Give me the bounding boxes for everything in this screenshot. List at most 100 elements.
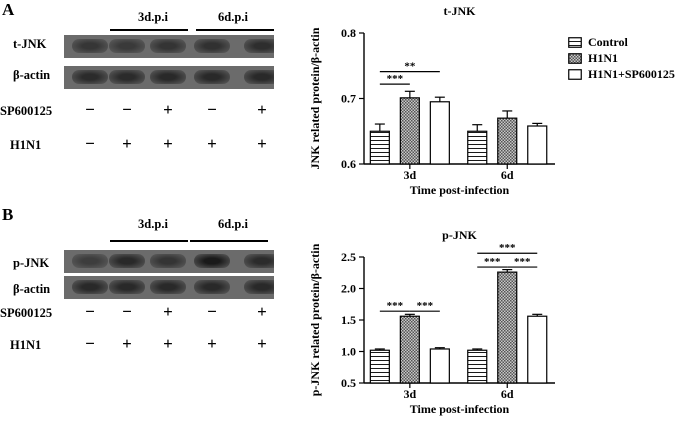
y-tick-label: 2.0 <box>341 282 356 296</box>
significance-label: *** <box>387 300 404 312</box>
blot-band <box>194 280 230 294</box>
blot-band <box>244 70 274 84</box>
legend: Control H1N1 H1N1+SP600125 <box>568 34 675 82</box>
x-axis-label: Time post-infection <box>410 183 510 197</box>
y-tick-label: 2.5 <box>341 250 356 264</box>
significance-label: *** <box>387 73 404 85</box>
bar-h1n1-sp600125 <box>429 348 450 384</box>
blot-band <box>109 70 145 84</box>
blot-band <box>150 70 186 84</box>
blot-band <box>194 254 230 268</box>
bar-control <box>467 130 488 165</box>
blot-band <box>150 254 186 268</box>
panel-letter-b: B <box>2 205 14 224</box>
blot-image-beta-actin <box>64 66 274 89</box>
significance-label: *** <box>499 242 516 254</box>
treatment-label-h1n1: H1N1 <box>10 338 42 352</box>
x-tick-label: 3d <box>403 387 416 401</box>
timepoint-label-6d: 6d.p.i <box>218 10 248 24</box>
minus-sign: − <box>207 302 217 321</box>
legend-swatch-control <box>568 36 582 48</box>
blot-image-beta-actin <box>64 276 274 299</box>
plus-sign: + <box>122 334 132 353</box>
timepoint-underline-3d <box>110 240 188 242</box>
panel-letter-a: A <box>2 0 15 19</box>
legend-swatch-h1n1-sp600125 <box>568 68 582 80</box>
bar-h1n1-sp600125 <box>527 125 548 165</box>
blot-band <box>109 280 145 294</box>
significance-label: *** <box>417 300 434 312</box>
y-tick-label: 0.6 <box>341 157 356 171</box>
legend-swatch-h1n1 <box>568 52 582 64</box>
plus-sign: + <box>257 302 267 321</box>
bar-control <box>369 349 390 384</box>
blot-band <box>244 39 274 53</box>
bar-h1n1 <box>497 117 518 165</box>
blot-label-beta-actin: β-actin <box>13 68 51 82</box>
x-tick-label: 3d <box>403 168 416 182</box>
blot-band <box>194 70 230 84</box>
timepoint-label-3d: 3d.p.i <box>138 10 168 24</box>
blot-band <box>72 39 108 53</box>
y-axis-label: p-JNK related protein/β-actin <box>308 243 322 396</box>
legend-item-control: Control <box>568 34 675 50</box>
chart-title: t-JNK <box>444 4 477 18</box>
y-tick-label: 0.7 <box>341 92 356 106</box>
plus-sign: + <box>163 334 173 353</box>
treatment-label-sp600125: SP600125 <box>0 104 53 118</box>
blot-band <box>72 254 108 268</box>
legend-item-h1n1-sp600125: H1N1+SP600125 <box>568 66 675 82</box>
minus-sign: − <box>207 100 217 119</box>
plus-sign: + <box>257 134 267 153</box>
y-tick-label: 0.8 <box>341 26 356 40</box>
blot-label-beta-actin: β-actin <box>13 282 51 296</box>
y-tick-label: 1.0 <box>341 345 356 359</box>
chart-title: p-JNK <box>442 228 477 242</box>
plus-sign: + <box>257 334 267 353</box>
blot-band <box>109 254 145 268</box>
plus-sign: + <box>163 134 173 153</box>
blot-image-p-jnk <box>64 250 274 273</box>
blot-band <box>109 39 145 53</box>
minus-sign: − <box>85 134 95 153</box>
timepoint-underline-6d <box>190 240 268 242</box>
bar-control <box>369 130 390 165</box>
legend-label-h1n1-sp600125: H1N1+SP600125 <box>588 66 675 81</box>
bar-h1n1 <box>497 271 518 384</box>
x-tick-label: 6d <box>501 387 514 401</box>
plus-sign: + <box>122 134 132 153</box>
plus-sign: + <box>207 334 217 353</box>
blot-band <box>72 70 108 84</box>
bar-h1n1-sp600125 <box>429 101 450 165</box>
y-axis-label: JNK related protein/β-actin <box>308 27 322 169</box>
timepoint-label-3d: 3d.p.i <box>138 217 168 231</box>
plus-sign: + <box>163 302 173 321</box>
blot-band <box>244 254 274 268</box>
treatment-label-sp600125: SP600125 <box>0 306 53 320</box>
treatment-label-h1n1: H1N1 <box>10 138 42 152</box>
minus-sign: − <box>85 302 95 321</box>
minus-sign: − <box>85 334 95 353</box>
timepoint-underline-3d <box>110 29 188 31</box>
x-tick-label: 6d <box>501 168 514 182</box>
significance-label: *** <box>484 256 501 268</box>
bar-h1n1 <box>399 97 420 165</box>
minus-sign: − <box>85 100 95 119</box>
blot-band <box>150 39 186 53</box>
significance-label: ** <box>404 61 416 73</box>
blot-band <box>244 280 274 294</box>
blot-band <box>150 280 186 294</box>
timepoint-label-6d: 6d.p.i <box>218 217 248 231</box>
legend-item-h1n1: H1N1 <box>568 50 675 66</box>
legend-label-h1n1: H1N1 <box>588 50 618 65</box>
bar-control <box>467 349 488 384</box>
bar-h1n1-sp600125 <box>527 315 548 384</box>
blot-band <box>72 280 108 294</box>
bar-h1n1 <box>399 315 420 384</box>
y-tick-label: 1.5 <box>341 313 356 327</box>
plus-sign: + <box>207 134 217 153</box>
timepoint-underline-6d <box>196 29 274 31</box>
plus-sign: + <box>257 100 267 119</box>
minus-sign: − <box>122 302 132 321</box>
significance-label: *** <box>514 256 531 268</box>
